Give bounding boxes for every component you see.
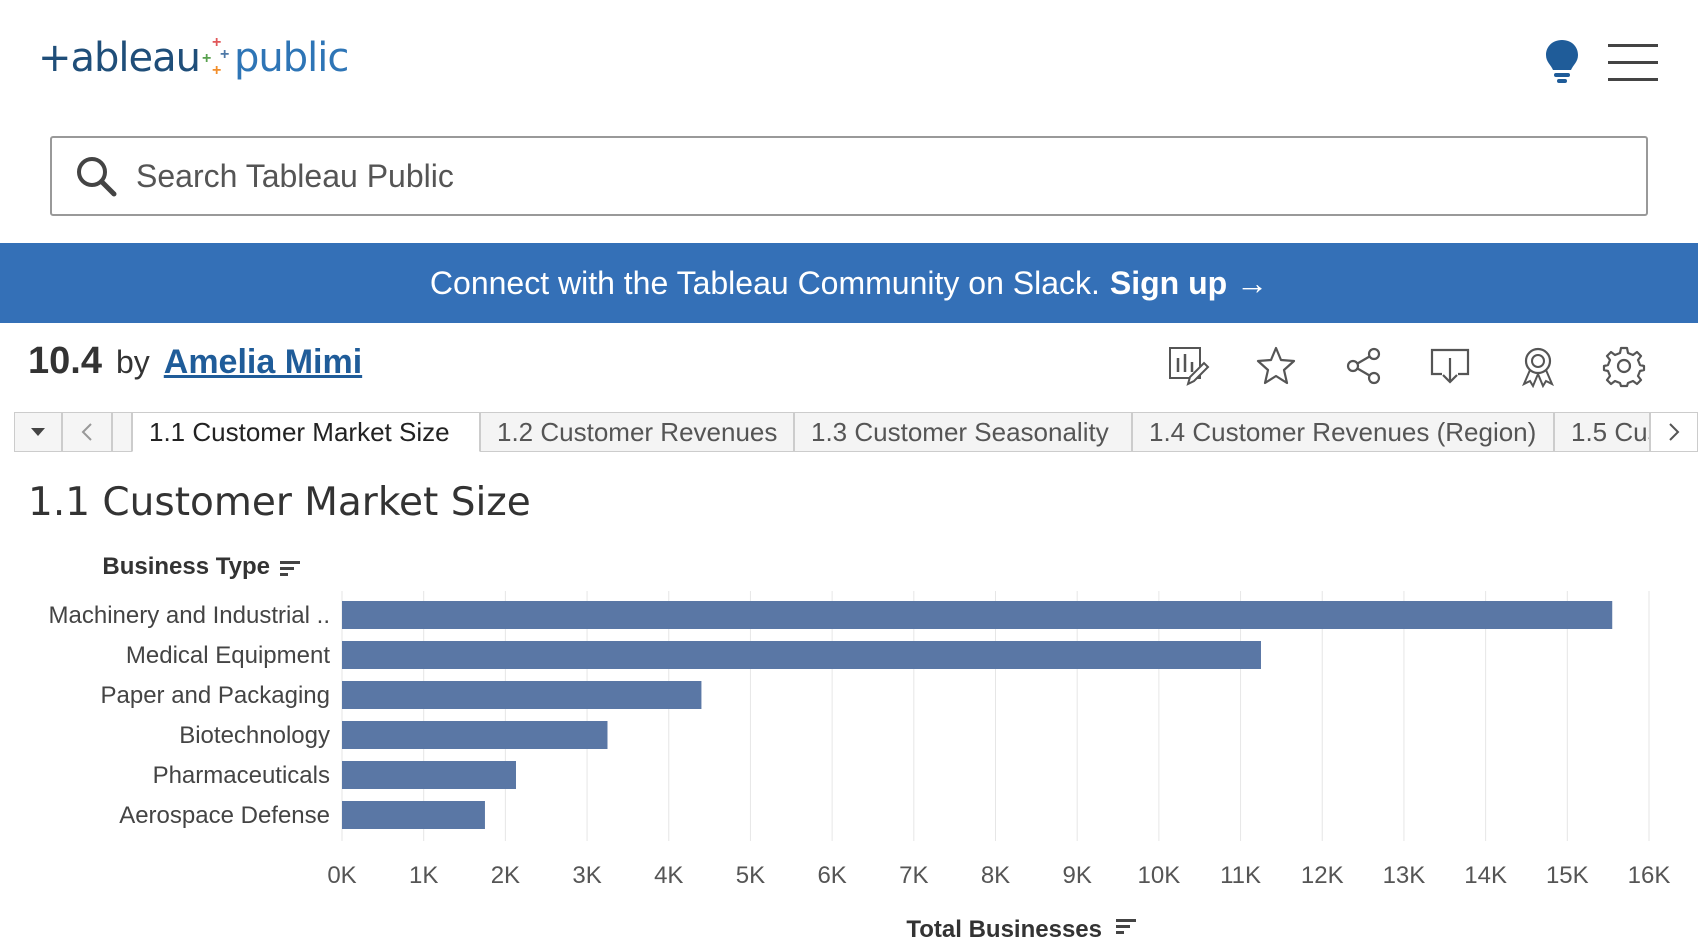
tick-label: 12K bbox=[1301, 862, 1344, 889]
sort-icon bbox=[1116, 919, 1136, 922]
tab-customer-seasonality[interactable]: 1.3 Customer Seasonality bbox=[794, 412, 1132, 452]
bar-chart-svg: Business Type Machinery and Industrial ..… bbox=[0, 545, 1698, 942]
share-icon[interactable] bbox=[1342, 344, 1386, 388]
tick-label: 2K bbox=[491, 862, 520, 889]
viz-toolbar bbox=[1160, 344, 1660, 388]
tick-label: 7K bbox=[899, 862, 928, 889]
bar bbox=[342, 601, 1612, 629]
logo-wordmark: +ableau bbox=[38, 35, 200, 81]
logo-cross-icon: + + + + bbox=[202, 33, 232, 83]
sheet-tabs: 1.1 Customer Market Size 1.2 Customer Re… bbox=[14, 412, 1684, 452]
viz-title-row: 10.4 by Amelia Mimi bbox=[28, 340, 362, 390]
lightbulb-icon[interactable] bbox=[1544, 38, 1580, 86]
x-axis-title: Total Businesses bbox=[906, 916, 1102, 942]
tick-label: 0K bbox=[327, 862, 356, 889]
sort-icon bbox=[1116, 931, 1124, 934]
edit-viz-icon[interactable] bbox=[1166, 344, 1210, 388]
tab-customer-partial[interactable]: 1.5 Customer bbox=[1554, 412, 1650, 452]
category-label: Aerospace Defense bbox=[119, 802, 330, 829]
tick-label: 10K bbox=[1138, 862, 1181, 889]
chevron-right-icon bbox=[1668, 423, 1680, 441]
tabs-scroll-right-button[interactable] bbox=[1650, 412, 1698, 452]
tick-label: 5K bbox=[736, 862, 765, 889]
y-axis-title: Business Type bbox=[102, 553, 270, 580]
by-label: by bbox=[116, 344, 150, 381]
caret-down-icon bbox=[30, 427, 46, 437]
sort-icon bbox=[1116, 925, 1130, 928]
tick-label: 16K bbox=[1628, 862, 1671, 889]
chevron-left-icon bbox=[81, 423, 93, 441]
tabs-scroll-left-button[interactable] bbox=[62, 412, 112, 452]
signup-link[interactable]: Sign up → bbox=[1110, 265, 1268, 302]
tick-label: 14K bbox=[1464, 862, 1507, 889]
bar bbox=[342, 721, 607, 749]
author-link[interactable]: Amelia Mimi bbox=[164, 343, 362, 382]
tick-label: 1K bbox=[409, 862, 438, 889]
tab-customer-market-size[interactable]: 1.1 Customer Market Size bbox=[132, 412, 480, 452]
hamburger-menu-icon[interactable] bbox=[1608, 44, 1658, 82]
gear-icon[interactable] bbox=[1602, 344, 1646, 388]
tick-label: 4K bbox=[654, 862, 683, 889]
bar bbox=[342, 801, 485, 829]
sort-icon bbox=[280, 573, 288, 576]
tick-label: 3K bbox=[572, 862, 601, 889]
slack-banner[interactable]: Connect with the Tableau Community on Sl… bbox=[0, 243, 1698, 323]
tick-label: 11K bbox=[1220, 862, 1261, 889]
star-icon[interactable] bbox=[1254, 344, 1298, 388]
tick-label: 9K bbox=[1063, 862, 1092, 889]
category-label: Machinery and Industrial .. bbox=[49, 602, 330, 629]
bar bbox=[342, 641, 1261, 669]
tab-customer-revenues[interactable]: 1.2 Customer Revenues bbox=[480, 412, 794, 452]
badge-icon[interactable] bbox=[1516, 344, 1560, 388]
category-label: Pharmaceuticals bbox=[153, 762, 330, 789]
logo-public-text: public bbox=[234, 35, 348, 81]
tick-label: 15K bbox=[1546, 862, 1589, 889]
tick-label: 8K bbox=[981, 862, 1010, 889]
category-label: Paper and Packaging bbox=[101, 682, 331, 709]
sort-icon bbox=[280, 567, 294, 570]
viz-version: 10.4 bbox=[28, 340, 102, 383]
banner-text: Connect with the Tableau Community on Sl… bbox=[430, 265, 1100, 302]
market-size-chart: Business Type Machinery and Industrial ..… bbox=[0, 545, 1698, 942]
logo-tableau-text: +ableau bbox=[38, 35, 200, 81]
search-icon bbox=[74, 154, 118, 198]
bar bbox=[342, 681, 701, 709]
category-label: Medical Equipment bbox=[126, 642, 330, 669]
tab-customer-revenues-region[interactable]: 1.4 Customer Revenues (Region) bbox=[1132, 412, 1554, 452]
tick-label: 6K bbox=[817, 862, 846, 889]
sheet-title: 1.1 Customer Market Size bbox=[28, 480, 531, 525]
tabs-dropdown-button[interactable] bbox=[14, 412, 62, 452]
category-label: Biotechnology bbox=[179, 722, 330, 749]
tabs-spacer bbox=[112, 412, 132, 452]
download-icon[interactable] bbox=[1428, 344, 1472, 388]
tick-label: 13K bbox=[1383, 862, 1426, 889]
site-header: +ableau + + + + public bbox=[0, 0, 1698, 120]
tableau-public-logo[interactable]: +ableau + + + + public bbox=[38, 30, 348, 86]
sort-icon bbox=[280, 561, 300, 564]
bar bbox=[342, 761, 516, 789]
search-input[interactable] bbox=[136, 158, 1646, 195]
search-bar[interactable] bbox=[50, 136, 1648, 216]
